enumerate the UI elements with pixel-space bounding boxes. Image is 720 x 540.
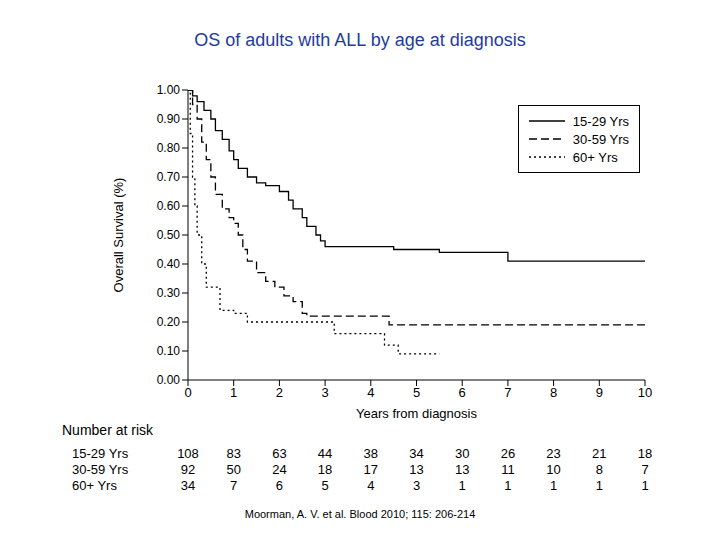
svg-text:0.90: 0.90 [157, 112, 181, 126]
svg-text:0.30: 0.30 [157, 286, 181, 300]
html-text:15-29 Yrs: 15-29 Yrs [72, 446, 129, 461]
svg-text:8: 8 [550, 385, 557, 400]
svg-text:7: 7 [504, 385, 511, 400]
svg-text:10: 10 [638, 385, 652, 400]
html-text:30: 30 [455, 446, 470, 461]
svg-text:5: 5 [413, 385, 420, 400]
svg-text:4: 4 [367, 385, 374, 400]
html-text:34: 34 [409, 446, 424, 461]
svg-text:0.20: 0.20 [157, 315, 181, 329]
html-text:4: 4 [367, 478, 375, 493]
svg-text:0.60: 0.60 [157, 199, 181, 213]
html-text:44: 44 [317, 446, 333, 461]
html-text:15-29 Yrs: 15-29 Yrs [572, 113, 629, 129]
html-text:34: 34 [180, 478, 196, 493]
svg-text:1: 1 [230, 385, 237, 400]
html-text:60+ Yrs: 60+ Yrs [72, 478, 117, 493]
svg-text:Overall Survival (%): Overall Survival (%) [111, 178, 126, 293]
html-text:13: 13 [409, 462, 424, 477]
html-text:18: 18 [317, 462, 333, 477]
svg-text:0.10: 0.10 [157, 344, 181, 358]
svg-text:0.50: 0.50 [157, 228, 181, 242]
svg-text:3: 3 [321, 385, 328, 400]
svg-text:0.70: 0.70 [157, 170, 181, 184]
svg-text:6: 6 [459, 385, 466, 400]
html-text:92: 92 [180, 462, 196, 477]
svg-text:1.00: 1.00 [157, 83, 181, 97]
html-text:13: 13 [455, 462, 470, 477]
html-text:1: 1 [595, 478, 603, 493]
html-text:63: 63 [272, 446, 287, 461]
svg-text:2: 2 [276, 385, 283, 400]
html-text:26: 26 [500, 446, 516, 461]
html-text:17: 17 [363, 462, 378, 477]
html-text:1: 1 [504, 478, 512, 493]
html-text:5: 5 [321, 478, 329, 493]
html-text:Moorman, A. V. et al. Blood 20: Moorman, A. V. et al. Blood 2010; 115: 2… [244, 508, 476, 520]
svg-text:Years from diagnosis: Years from diagnosis [356, 406, 477, 421]
html-text:30-59 Yrs: 30-59 Yrs [572, 131, 629, 147]
svg-text:0: 0 [184, 385, 191, 400]
html-text:Number at risk: Number at risk [62, 422, 153, 438]
html-text:7: 7 [230, 478, 238, 493]
html-text:8: 8 [595, 462, 603, 477]
svg-text:0.00: 0.00 [157, 373, 181, 387]
html-text:83: 83 [226, 446, 241, 461]
svg-text:9: 9 [596, 385, 603, 400]
html-text:24: 24 [272, 462, 287, 477]
html-text:11: 11 [501, 462, 515, 477]
html-text:6: 6 [275, 478, 283, 493]
html-text:50: 50 [226, 462, 241, 477]
html-text:18: 18 [637, 446, 653, 461]
html-text:1: 1 [641, 478, 649, 493]
html-text:10: 10 [546, 462, 561, 477]
html-text:1: 1 [550, 478, 558, 493]
html-text:3: 3 [412, 478, 421, 493]
html-text:60+ Yrs: 60+ Yrs [572, 149, 618, 165]
html-text:7: 7 [641, 462, 649, 477]
html-text:21: 21 [592, 446, 607, 461]
html-text:1: 1 [458, 478, 466, 493]
html-text:23: 23 [546, 446, 561, 461]
html-text:108: 108 [177, 446, 199, 461]
svg-text:0.40: 0.40 [157, 257, 181, 271]
html-text:38: 38 [363, 446, 378, 461]
html-text:OS of adults with ALL by age a: OS of adults with ALL by age at diagnosi… [194, 30, 526, 50]
svg-text:0.80: 0.80 [157, 141, 181, 155]
html-text:30-59 Yrs: 30-59 Yrs [72, 462, 129, 477]
